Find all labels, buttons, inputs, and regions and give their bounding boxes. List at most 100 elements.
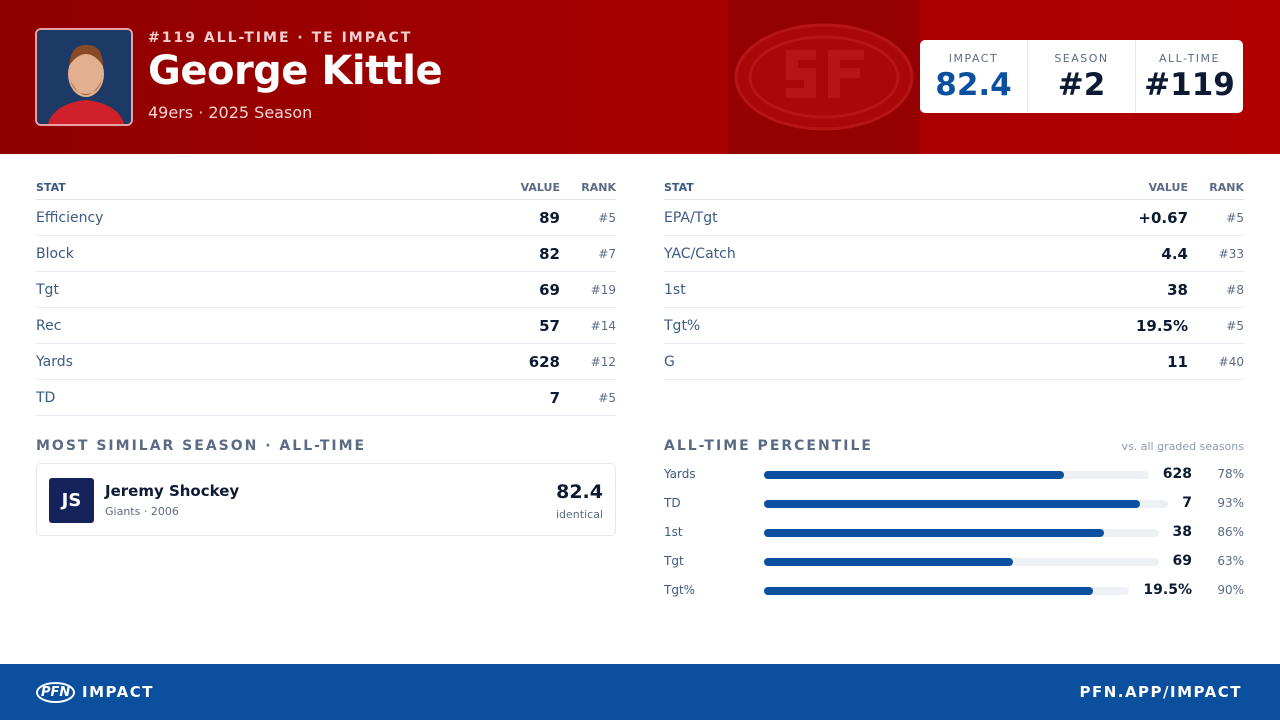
similar-note: identical: [556, 508, 603, 521]
kicker: #119 ALL-TIME · TE IMPACT: [148, 30, 413, 46]
stat-rank: #33: [1218, 246, 1244, 261]
summary-cell: IMPACT 82.4: [920, 40, 1027, 113]
stat-value: 7: [549, 388, 560, 407]
section-note: vs. all graded seasons: [1121, 440, 1244, 453]
stat-name: TD: [36, 389, 56, 406]
logo-art: [734, 23, 914, 131]
stat-rank: #5: [1226, 210, 1244, 225]
similar-card[interactable]: JS Jeremy Shockey Giants · 2006 82.4 ide…: [36, 463, 616, 536]
initials: JS: [49, 478, 94, 523]
stat-name: Tgt: [36, 281, 59, 298]
percentile-pct: 63%: [1217, 554, 1244, 568]
percentile-pct: 78%: [1217, 467, 1244, 481]
team-logo: [728, 0, 920, 154]
subtitle: 49ers · 2025 Season: [148, 103, 313, 122]
stat-name: Yards: [36, 353, 73, 370]
percentile-value: 628: [1162, 466, 1192, 482]
summary-label: ALL-TIME: [1159, 52, 1220, 65]
stat-name: 1st: [664, 281, 686, 298]
table-row: Rec 57 #14: [36, 308, 616, 344]
table-row: G 11 #40: [664, 344, 1244, 380]
percentile-stat: 1st: [664, 525, 683, 539]
percentile-row: Yards 78% 628: [664, 465, 1244, 485]
percentile-value: 69: [1172, 553, 1192, 569]
stat-rank: #5: [1226, 318, 1244, 333]
percentile-stat: Yards: [664, 467, 696, 481]
summary-label: IMPACT: [948, 52, 999, 65]
percentile-stat: Tgt%: [664, 583, 696, 597]
summary-box: IMPACT 82.4 SEASON #2 ALL-TIME #119: [920, 40, 1243, 113]
photo-art: [37, 30, 131, 124]
stat-name: Block: [36, 245, 74, 262]
percentile-track: [764, 558, 1159, 566]
stat-name: Rec: [36, 317, 62, 334]
summary-cell: ALL-TIME #119: [1135, 40, 1243, 113]
percentile-pct: 86%: [1217, 525, 1244, 539]
stat-rank: #40: [1218, 354, 1244, 369]
similar-detail: Giants · 2006: [105, 505, 179, 518]
player-name: George Kittle: [148, 48, 443, 94]
stat-value: +0.67: [1138, 208, 1188, 227]
percentile-pct: 93%: [1217, 496, 1244, 510]
stat-rank: #5: [598, 390, 616, 405]
player-photo: [35, 28, 133, 126]
percentile-stat: TD: [664, 496, 681, 510]
similar-name: Jeremy Shockey: [105, 482, 240, 500]
stat-value: 38: [1167, 280, 1188, 299]
table-row: Block 82 #7: [36, 236, 616, 272]
footer-url[interactable]: PFN.APP/IMPACT: [1079, 683, 1242, 701]
stat-value: 19.5%: [1135, 316, 1188, 335]
column-header: VALUE: [520, 181, 560, 194]
stat-rank: #19: [590, 282, 616, 297]
stat-value: 69: [539, 280, 560, 299]
table-row: Tgt 69 #19: [36, 272, 616, 308]
stat-rank: #12: [590, 354, 616, 369]
summary-label: SEASON: [1054, 52, 1109, 65]
table-header: STAT VALUE RANK: [664, 176, 1244, 200]
stat-name: EPA/Tgt: [664, 209, 718, 226]
stat-table: STAT VALUE RANK Efficiency 89 #5 Block 82 #7 Tgt 6…: [36, 176, 616, 416]
stat-value: 628: [528, 352, 560, 371]
percentile-track: [764, 471, 1149, 479]
percentile-row: 1st 86% 38: [664, 523, 1244, 543]
footer-logo: PFN: [36, 682, 76, 703]
stat-value: 11: [1167, 352, 1188, 371]
stat-name: G: [664, 353, 675, 370]
table-row: TD 7 #5: [36, 380, 616, 416]
stat-table: STAT VALUE RANK EPA/Tgt +0.67 #5 YAC/Catch 4.4 #…: [664, 176, 1244, 380]
percentile-bar: [764, 529, 1104, 537]
section-heading: MOST SIMILAR SEASON · ALL-TIME: [36, 438, 367, 454]
stat-value: 82: [539, 244, 560, 263]
percentile-bar: [764, 558, 1013, 566]
percentile-value: 19.5%: [1143, 582, 1192, 598]
percentile-bar: [764, 500, 1140, 508]
stat-value: 89: [539, 208, 560, 227]
percentile-row: TD 93% 7: [664, 494, 1244, 514]
percentile-value: 7: [1182, 495, 1192, 511]
summary-value: 82.4: [935, 67, 1012, 103]
section-heading: ALL-TIME PERCENTILE: [664, 438, 873, 454]
column-header: VALUE: [1148, 181, 1188, 194]
column-header: STAT: [664, 181, 694, 194]
percentile-row: Tgt 63% 69: [664, 552, 1244, 572]
stat-rank: #14: [590, 318, 616, 333]
stat-name: YAC/Catch: [664, 245, 736, 262]
stat-value: 57: [539, 316, 560, 335]
footer-brand: IMPACT: [82, 683, 154, 701]
percentile-track: [764, 529, 1159, 537]
table-row: Yards 628 #12: [36, 344, 616, 380]
stat-name: Efficiency: [36, 209, 104, 226]
stat-rank: #8: [1226, 282, 1244, 297]
table-row: Tgt% 19.5% #5: [664, 308, 1244, 344]
percentile-stat: Tgt: [664, 554, 684, 568]
percentile-bar: [764, 587, 1093, 595]
footer: PFN IMPACT PFN.APP/IMPACT: [0, 664, 1280, 720]
summary-cell: SEASON #2: [1027, 40, 1135, 113]
percentile-pct: 90%: [1217, 583, 1244, 597]
table-row: EPA/Tgt +0.67 #5: [664, 200, 1244, 236]
table-row: YAC/Catch 4.4 #33: [664, 236, 1244, 272]
column-header: RANK: [1209, 181, 1244, 194]
column-header: STAT: [36, 181, 66, 194]
column-header: RANK: [581, 181, 616, 194]
